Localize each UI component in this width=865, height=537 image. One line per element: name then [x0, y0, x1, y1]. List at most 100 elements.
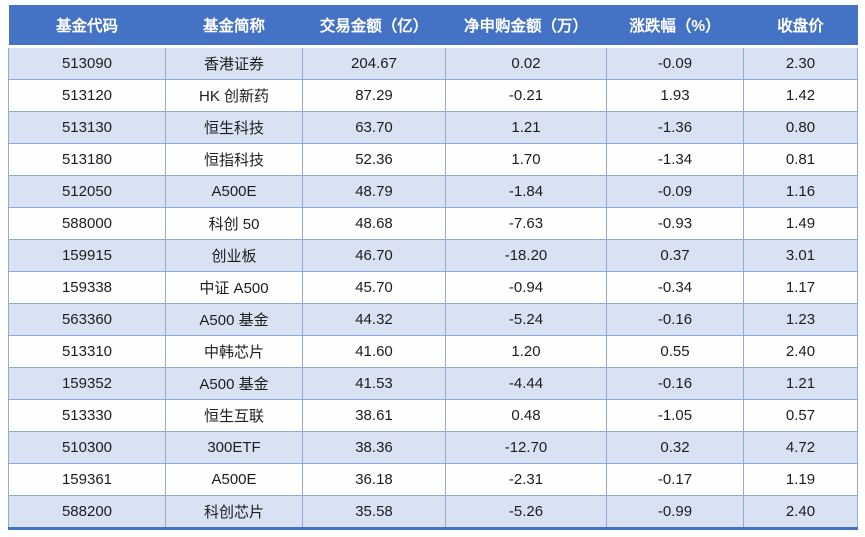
cell-code: 159361	[8, 463, 166, 496]
cell-close-price: 4.72	[743, 431, 858, 464]
cell-net-subscription: -4.44	[445, 367, 607, 400]
cell-trade-amount: 45.70	[302, 271, 446, 304]
cell-change-pct: -0.34	[606, 271, 744, 304]
cell-trade-amount: 35.58	[302, 495, 446, 530]
cell-close-price: 2.40	[743, 335, 858, 368]
cell-close-price: 1.49	[743, 207, 858, 240]
cell-net-subscription: 1.20	[445, 335, 607, 368]
cell-close-price: 1.19	[743, 463, 858, 496]
cell-code: 159915	[8, 239, 166, 272]
cell-close-price: 2.30	[743, 46, 858, 80]
cell-net-subscription: 0.48	[445, 399, 607, 432]
cell-close-price: 1.17	[743, 271, 858, 304]
cell-close-price: 0.80	[743, 111, 858, 144]
table-body: 513090 香港证券 204.67 0.02 -0.09 2.30 513120 HK 创新…	[8, 46, 858, 530]
cell-trade-amount: 87.29	[302, 79, 446, 112]
cell-name: 科创芯片	[165, 495, 303, 530]
cell-trade-amount: 63.70	[302, 111, 446, 144]
cell-code: 159338	[8, 271, 166, 304]
column-header-code: 基金代码	[8, 5, 166, 48]
cell-trade-amount: 41.53	[302, 367, 446, 400]
cell-name: A500E	[165, 463, 303, 496]
cell-net-subscription: -5.26	[445, 495, 607, 530]
cell-change-pct: 1.93	[606, 79, 744, 112]
cell-code: 512050	[8, 175, 166, 208]
table-row: 513310 中韩芯片 41.60 1.20 0.55 2.40	[8, 335, 858, 368]
cell-net-subscription: -0.94	[445, 271, 607, 304]
cell-name: A500 基金	[165, 367, 303, 400]
cell-trade-amount: 41.60	[302, 335, 446, 368]
cell-close-price: 0.57	[743, 399, 858, 432]
cell-name: 香港证券	[165, 46, 303, 80]
cell-net-subscription: -7.63	[445, 207, 607, 240]
cell-close-price: 0.81	[743, 143, 858, 176]
cell-change-pct: -0.93	[606, 207, 744, 240]
cell-close-price: 1.21	[743, 367, 858, 400]
table-row: 159352 A500 基金 41.53 -4.44 -0.16 1.21	[8, 367, 858, 400]
cell-close-price: 1.23	[743, 303, 858, 336]
cell-trade-amount: 38.36	[302, 431, 446, 464]
cell-change-pct: 0.55	[606, 335, 744, 368]
cell-name: 科创 50	[165, 207, 303, 240]
table-row: 513120 HK 创新药 87.29 -0.21 1.93 1.42	[8, 79, 858, 112]
cell-net-subscription: 1.70	[445, 143, 607, 176]
table-row: 513130 恒生科技 63.70 1.21 -1.36 0.80	[8, 111, 858, 144]
table-row: 512050 A500E 48.79 -1.84 -0.09 1.16	[8, 175, 858, 208]
cell-change-pct: -1.36	[606, 111, 744, 144]
cell-net-subscription: 1.21	[445, 111, 607, 144]
cell-code: 513330	[8, 399, 166, 432]
cell-name: 创业板	[165, 239, 303, 272]
cell-change-pct: -1.34	[606, 143, 744, 176]
cell-trade-amount: 52.36	[302, 143, 446, 176]
column-header-name: 基金简称	[165, 5, 303, 48]
cell-trade-amount: 204.67	[302, 46, 446, 80]
cell-net-subscription: -1.84	[445, 175, 607, 208]
cell-name: 恒生科技	[165, 111, 303, 144]
table-row: 159915 创业板 46.70 -18.20 0.37 3.01	[8, 239, 858, 272]
cell-change-pct: -1.05	[606, 399, 744, 432]
cell-code: 513130	[8, 111, 166, 144]
cell-code: 510300	[8, 431, 166, 464]
cell-name: 中韩芯片	[165, 335, 303, 368]
cell-change-pct: -0.17	[606, 463, 744, 496]
cell-close-price: 1.42	[743, 79, 858, 112]
cell-change-pct: 0.32	[606, 431, 744, 464]
table-row: 513090 香港证券 204.67 0.02 -0.09 2.30	[8, 46, 858, 80]
cell-change-pct: 0.37	[606, 239, 744, 272]
cell-code: 588200	[8, 495, 166, 530]
cell-net-subscription: -2.31	[445, 463, 607, 496]
cell-trade-amount: 36.18	[302, 463, 446, 496]
column-header-trade-amount: 交易金额（亿）	[302, 5, 446, 48]
table-row: 510300 300ETF 38.36 -12.70 0.32 4.72	[8, 431, 858, 464]
table-row: 159338 中证 A500 45.70 -0.94 -0.34 1.17	[8, 271, 858, 304]
table-row: 159361 A500E 36.18 -2.31 -0.17 1.19	[8, 463, 858, 496]
cell-trade-amount: 48.68	[302, 207, 446, 240]
cell-code: 563360	[8, 303, 166, 336]
cell-trade-amount: 38.61	[302, 399, 446, 432]
cell-net-subscription: 0.02	[445, 46, 607, 80]
header-row: 基金代码 基金简称 交易金额（亿） 净申购金额（万） 涨跌幅（%） 收盘价	[8, 5, 858, 48]
cell-trade-amount: 44.32	[302, 303, 446, 336]
column-header-close-price: 收盘价	[743, 5, 858, 48]
cell-change-pct: -0.09	[606, 175, 744, 208]
cell-name: 恒指科技	[165, 143, 303, 176]
cell-change-pct: -0.09	[606, 46, 744, 80]
table-header: 基金代码 基金简称 交易金额（亿） 净申购金额（万） 涨跌幅（%） 收盘价	[8, 5, 858, 48]
table-row: 513180 恒指科技 52.36 1.70 -1.34 0.81	[8, 143, 858, 176]
cell-net-subscription: -0.21	[445, 79, 607, 112]
cell-code: 513090	[8, 46, 166, 80]
cell-name: 恒生互联	[165, 399, 303, 432]
column-header-net-subscription: 净申购金额（万）	[445, 5, 607, 48]
table-row: 588200 科创芯片 35.58 -5.26 -0.99 2.40	[8, 495, 858, 530]
column-header-change-pct: 涨跌幅（%）	[606, 5, 744, 48]
cell-name: 300ETF	[165, 431, 303, 464]
fund-table: 基金代码 基金简称 交易金额（亿） 净申购金额（万） 涨跌幅（%） 收盘价 51…	[8, 5, 858, 530]
cell-trade-amount: 48.79	[302, 175, 446, 208]
cell-net-subscription: -12.70	[445, 431, 607, 464]
cell-trade-amount: 46.70	[302, 239, 446, 272]
cell-code: 513180	[8, 143, 166, 176]
cell-close-price: 1.16	[743, 175, 858, 208]
cell-name: A500E	[165, 175, 303, 208]
cell-change-pct: -0.16	[606, 303, 744, 336]
